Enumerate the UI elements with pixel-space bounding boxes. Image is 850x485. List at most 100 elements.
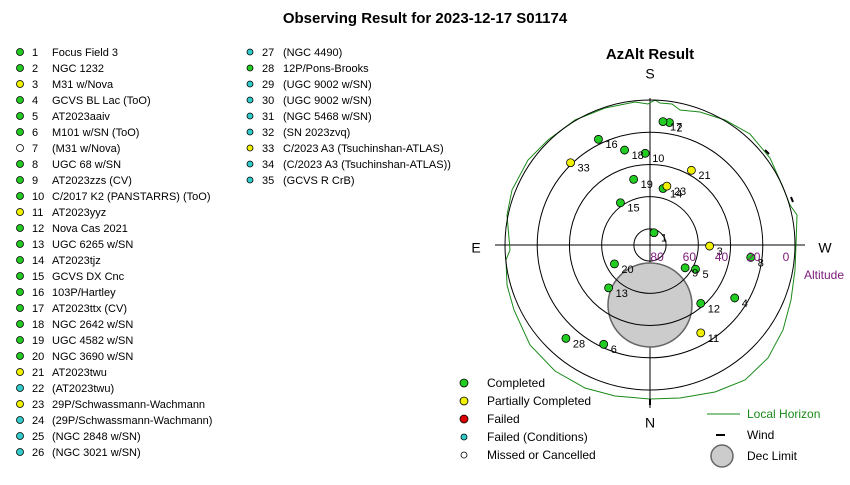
status-dot: [16, 224, 24, 232]
target-point: [620, 145, 629, 155]
status-dot: [16, 416, 24, 424]
target-name: GCVS DX Cnc: [52, 271, 125, 283]
status-dot: [16, 448, 24, 456]
target-number: 16: [32, 287, 44, 299]
status-dot: [16, 272, 24, 280]
status-dot: [16, 160, 24, 168]
target-number: 4: [32, 95, 38, 107]
target-name: M101 w/SN (ToO): [52, 127, 139, 139]
target-number: 13: [32, 239, 44, 251]
target-point: [705, 241, 715, 251]
wind-tick: [790, 196, 794, 203]
target-point: [746, 252, 756, 262]
status-dot: [246, 64, 254, 72]
target-point: [658, 117, 668, 127]
point-label: 5: [703, 269, 709, 281]
target-number: 20: [32, 351, 44, 363]
status-dot: [16, 304, 24, 312]
status-dot: [16, 112, 24, 120]
target-number: 1: [32, 47, 38, 59]
target-number: 29: [262, 79, 274, 91]
legend-dot: [460, 451, 468, 459]
target-point: [640, 148, 650, 158]
target-point: [599, 339, 609, 349]
target-number: 34: [262, 159, 274, 171]
page-title: Observing Result for 2023-12-17 S01174: [283, 10, 568, 27]
target-name: 12P/Pons-Brooks: [283, 63, 369, 75]
target-name: Nova Cas 2021: [52, 223, 128, 235]
target-name: GCVS BL Lac (ToO): [52, 95, 151, 107]
direction-label: W: [818, 240, 832, 256]
target-name: (NGC 2848 w/SN): [52, 431, 141, 443]
legend-label: Wind: [747, 428, 774, 442]
target-name: 103P/Hartley: [52, 287, 116, 299]
status-dot: [16, 144, 24, 152]
point-label: 19: [641, 179, 653, 191]
status-dot: [16, 176, 24, 184]
status-dot: [16, 384, 24, 392]
point-label: 12: [708, 303, 720, 315]
target-name: (C/2023 A3 (Tsuchinshan-ATLAS)): [283, 159, 451, 171]
status-dot: [246, 144, 254, 152]
legend-label: Missed or Cancelled: [487, 448, 596, 462]
target-point: [561, 333, 571, 343]
status-dot: [16, 128, 24, 136]
status-dot: [246, 160, 254, 168]
status-dot: [16, 80, 24, 88]
status-dot: [16, 240, 24, 248]
altitude-ring: [568, 163, 732, 327]
target-point: [662, 181, 672, 191]
point-label: 20: [621, 264, 633, 276]
target-number: 21: [32, 367, 44, 379]
direction-label: S: [645, 66, 654, 82]
target-point: [610, 259, 619, 269]
target-name: M31 w/Nova: [52, 79, 114, 91]
altitude-ring: [536, 131, 764, 359]
altitude-ring: [633, 228, 667, 262]
point-label: 18: [632, 150, 644, 162]
status-dot: [16, 256, 24, 264]
point-label: 10: [652, 153, 664, 165]
target-number: 31: [262, 111, 274, 123]
target-number: 7: [32, 143, 38, 155]
target-number: 18: [32, 319, 44, 331]
target-number: 8: [32, 159, 38, 171]
target-number: 28: [262, 63, 274, 75]
target-name: AT2023twu: [52, 367, 107, 379]
point-label: 11: [708, 333, 719, 345]
dec-limit-legend: [710, 444, 734, 468]
target-name: (GCVS R CrB): [283, 175, 355, 187]
target-number: 2: [32, 63, 38, 75]
target-number: 10: [32, 191, 44, 203]
target-name: (UGC 9002 w/SN): [283, 95, 372, 107]
target-point: [616, 198, 625, 208]
point-label: 3: [717, 246, 723, 258]
target-name: 29P/Schwassmann-Wachmann: [52, 399, 205, 411]
legend-label: Completed: [487, 376, 545, 390]
target-name: C/2023 A3 (Tsuchinshan-ATLAS): [283, 143, 444, 155]
target-number: 27: [262, 47, 274, 59]
target-number: 6: [32, 127, 38, 139]
target-name: (AT2023twu): [52, 383, 114, 395]
legend-dot: [460, 433, 468, 441]
target-point: [649, 228, 659, 238]
target-name: (UGC 9002 w/SN): [283, 79, 372, 91]
target-point: [696, 328, 706, 338]
status-dot: [16, 96, 24, 104]
target-name: C/2017 K2 (PANSTARRS) (ToO): [52, 191, 211, 203]
status-dot: [246, 48, 254, 56]
point-label: 9: [692, 268, 698, 280]
target-name: NGC 2642 w/SN: [52, 319, 133, 331]
target-name: Focus Field 3: [52, 47, 118, 59]
altitude-tick-label: 60: [683, 250, 697, 264]
status-dot: [16, 320, 24, 328]
target-point: [566, 158, 575, 168]
target-number: 35: [262, 175, 274, 187]
altitude-ring: [601, 196, 699, 294]
status-dot: [246, 80, 254, 88]
point-label: 4: [742, 298, 748, 310]
point-label: 23: [674, 186, 686, 198]
legend-dot: [459, 414, 469, 424]
altitude-label: Altitude: [804, 268, 844, 282]
